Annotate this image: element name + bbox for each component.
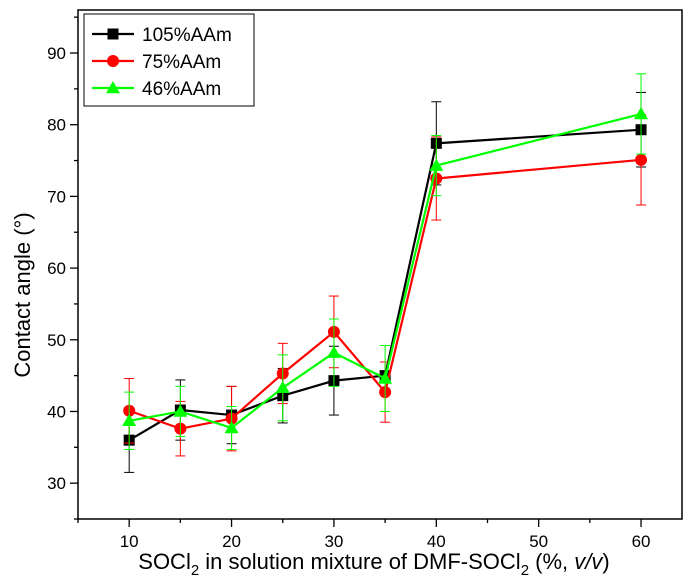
data-point [635,153,648,166]
legend-item: 75%AAm [92,52,221,73]
y-axis-title: Contact angle (°) [10,212,35,377]
legend-item: 105%AAm [92,25,232,46]
x-axis-title-sub2: 2 [521,562,529,579]
data-point [326,345,341,358]
x-axis-title-prefix: SOCl [138,549,191,574]
x-tick-label: 20 [222,532,241,551]
x-axis-title: SOCl2 in solution mixture of DMF-SOCl2 (… [138,549,609,579]
legend-label: 46%AAm [142,79,221,100]
x-tick-label: 10 [120,532,139,551]
x-tick-label: 60 [632,532,651,551]
series-triangle [122,73,649,450]
x-tick-label: 50 [529,532,548,551]
series-layer [122,73,649,473]
data-point [224,420,239,434]
data-point [173,404,188,417]
y-tick-label: 60 [47,259,66,278]
tick-labels: 10 20 30 40 50 60 30 40 50 60 70 80 90 [47,44,650,551]
major-ticks [70,52,642,527]
y-tick-label: 50 [47,331,66,350]
series-line [128,128,642,442]
x-axis-title-suffix-open: (%, [529,549,574,574]
x-axis-title-suffix-close: ) [602,549,609,574]
legend-label: 105%AAm [142,25,232,46]
legend-marker [107,28,119,40]
x-axis-title-middle: in solution mixture of DMF-SOCl [199,549,521,574]
legend: 105%AAm 75%AAm 46%AAm [83,13,255,107]
data-point [634,106,649,120]
y-tick-label: 70 [47,187,66,206]
data-point [122,413,137,427]
x-axis-title-sub1: 2 [191,562,199,579]
x-tick-label: 40 [427,532,446,551]
x-tick-label: 30 [324,532,343,551]
data-point [275,380,290,394]
y-tick-label: 40 [47,402,66,421]
legend-marker [107,55,119,67]
data-point [378,371,393,384]
data-point [429,158,444,171]
legend-label: 75%AAm [142,52,221,73]
legend-item: 46%AAm [92,79,221,100]
plot-frame [77,9,683,520]
y-tick-label: 30 [47,474,66,493]
series-line [128,112,642,430]
y-tick-label: 80 [47,116,66,135]
y-tick-label: 90 [47,44,66,63]
series-line [128,158,642,430]
legend-marker [106,81,120,94]
x-axis-title-italic: v/v [574,549,604,574]
